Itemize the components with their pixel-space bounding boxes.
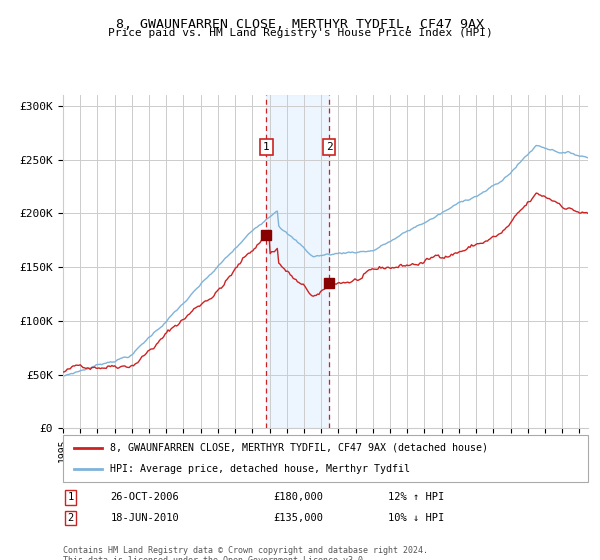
Text: 1: 1 — [263, 142, 270, 152]
Text: Contains HM Land Registry data © Crown copyright and database right 2024.
This d: Contains HM Land Registry data © Crown c… — [63, 546, 428, 560]
Text: 2: 2 — [68, 513, 74, 523]
Text: £135,000: £135,000 — [273, 513, 323, 523]
Text: Price paid vs. HM Land Registry's House Price Index (HPI): Price paid vs. HM Land Registry's House … — [107, 28, 493, 38]
Text: 8, GWAUNFARREN CLOSE, MERTHYR TYDFIL, CF47 9AX (detached house): 8, GWAUNFARREN CLOSE, MERTHYR TYDFIL, CF… — [110, 442, 488, 452]
Text: 8, GWAUNFARREN CLOSE, MERTHYR TYDFIL, CF47 9AX: 8, GWAUNFARREN CLOSE, MERTHYR TYDFIL, CF… — [116, 18, 484, 31]
FancyBboxPatch shape — [63, 435, 588, 482]
Text: 10% ↓ HPI: 10% ↓ HPI — [389, 513, 445, 523]
Text: 26-OCT-2006: 26-OCT-2006 — [110, 492, 179, 502]
Bar — [266, 95, 329, 428]
Text: 18-JUN-2010: 18-JUN-2010 — [110, 513, 179, 523]
Text: 2: 2 — [326, 142, 332, 152]
Text: £180,000: £180,000 — [273, 492, 323, 502]
Text: HPI: Average price, detached house, Merthyr Tydfil: HPI: Average price, detached house, Mert… — [110, 464, 410, 474]
Text: 1: 1 — [68, 492, 74, 502]
Text: 12% ↑ HPI: 12% ↑ HPI — [389, 492, 445, 502]
